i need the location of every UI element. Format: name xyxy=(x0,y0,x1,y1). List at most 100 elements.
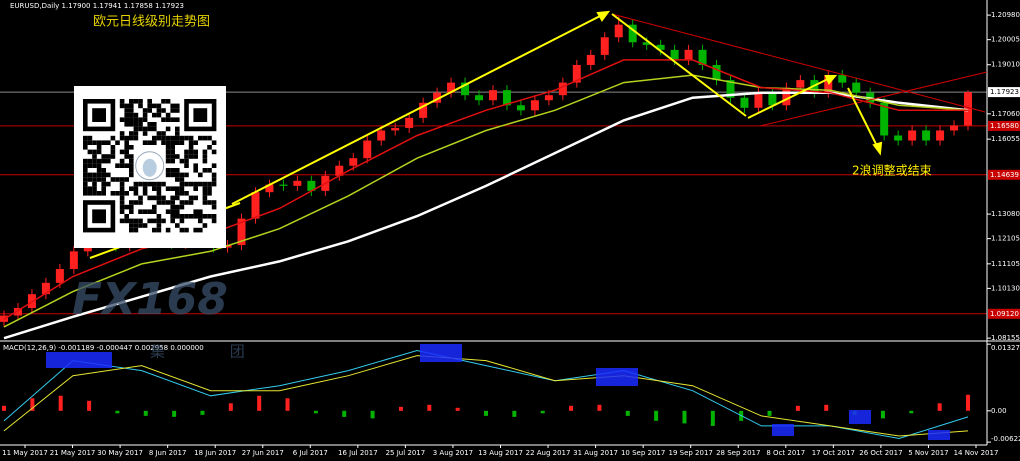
qr-module xyxy=(193,149,198,155)
qr-module xyxy=(142,117,148,122)
qr-module xyxy=(96,172,102,178)
qr-module xyxy=(152,227,157,233)
qr-module xyxy=(170,214,175,219)
macd-bar xyxy=(257,395,262,411)
qr-module xyxy=(110,149,116,155)
level-label: 1.16580 xyxy=(990,122,1019,130)
qr-module xyxy=(119,191,125,196)
qr-module xyxy=(156,223,162,228)
qr-module xyxy=(147,126,152,132)
macd-bar xyxy=(455,407,460,411)
qr-module xyxy=(184,227,189,233)
candle-body xyxy=(656,44,665,50)
qr-module xyxy=(202,214,208,219)
qr-module xyxy=(202,200,208,205)
x-tick-label: 11 May 2017 xyxy=(2,449,48,457)
candle-body xyxy=(488,90,497,101)
x-tick-label: 31 Aug 2017 xyxy=(573,449,618,457)
qr-module xyxy=(110,145,116,150)
x-tick-label: 5 Nov 2017 xyxy=(908,449,948,457)
qr-module xyxy=(124,140,129,145)
qr-module xyxy=(129,227,134,233)
qr-module xyxy=(202,186,208,191)
qr-module xyxy=(179,218,185,224)
qr-module xyxy=(170,149,175,155)
moving-average xyxy=(3,91,969,340)
trendline xyxy=(759,71,988,127)
qr-module xyxy=(138,195,143,201)
qr-module xyxy=(156,135,162,141)
candle-body xyxy=(936,130,945,141)
qr-finder xyxy=(92,108,106,122)
candle-body xyxy=(712,64,721,81)
qr-module xyxy=(129,135,134,141)
qr-module xyxy=(170,103,175,109)
candle-body xyxy=(335,165,344,176)
qr-module xyxy=(193,186,198,191)
x-tick-label: 25 Jul 2017 xyxy=(386,449,426,457)
qr-module xyxy=(207,200,212,205)
qr-module xyxy=(175,172,180,178)
qr-module xyxy=(165,209,171,214)
qr-module xyxy=(147,99,152,104)
qr-module xyxy=(193,209,198,214)
qr-module xyxy=(119,218,125,224)
qr-module xyxy=(124,191,129,196)
candle-body xyxy=(391,127,400,131)
qr-module xyxy=(179,172,185,178)
macd-bar xyxy=(342,410,347,417)
qr-module xyxy=(119,195,125,201)
qr-module xyxy=(211,200,217,205)
qr-module xyxy=(133,99,139,104)
current-price-label: 1.17923 xyxy=(990,88,1019,96)
qr-module xyxy=(119,186,125,191)
x-tick-label: 8 Jun 2017 xyxy=(149,449,187,457)
qr-module xyxy=(129,158,134,164)
qr-module xyxy=(152,181,157,187)
qr-module xyxy=(175,117,180,122)
qr-module xyxy=(138,126,143,132)
qr-module xyxy=(147,108,152,113)
x-tick-label: 26 Oct 2017 xyxy=(859,449,902,457)
qr-module xyxy=(92,181,97,187)
candle-body xyxy=(922,130,931,141)
qr-module xyxy=(106,181,111,187)
candle-body xyxy=(69,251,78,269)
qr-module xyxy=(133,122,139,127)
qr-module xyxy=(156,131,162,136)
x-tick-label: 28 Sep 2017 xyxy=(716,449,760,457)
qr-module xyxy=(138,200,143,205)
qr-module xyxy=(92,154,97,159)
candle-body xyxy=(782,87,791,106)
macd-bar xyxy=(484,410,488,416)
x-tick-label: 13 Aug 2017 xyxy=(478,449,523,457)
candle-body xyxy=(726,80,735,98)
qr-module xyxy=(133,191,139,196)
qr-module xyxy=(152,195,157,201)
y-tick-label: 1.16055 xyxy=(991,135,1020,143)
qr-module xyxy=(83,172,88,178)
qr-code xyxy=(74,86,226,248)
qr-module xyxy=(119,103,125,109)
qr-module xyxy=(152,209,157,214)
qr-module xyxy=(92,186,97,191)
candle-body xyxy=(251,192,260,219)
qr-module xyxy=(211,177,217,182)
macd-bar xyxy=(795,405,800,411)
qr-module xyxy=(119,163,125,168)
macd-bar xyxy=(427,404,432,411)
y-tick-label: 1.10130 xyxy=(991,284,1020,292)
qr-module xyxy=(170,195,175,201)
qr-module xyxy=(96,163,102,168)
qr-module xyxy=(156,195,162,201)
x-tick-label: 27 Jun 2017 xyxy=(242,449,284,457)
qr-module xyxy=(106,172,111,178)
candle-body xyxy=(293,180,302,186)
candle-body xyxy=(838,75,847,83)
qr-module xyxy=(175,177,180,182)
qr-finder xyxy=(193,108,208,122)
qr-module xyxy=(87,135,93,141)
x-tick-label: 17 Oct 2017 xyxy=(812,449,855,457)
qr-module xyxy=(138,209,143,214)
qr-module xyxy=(83,181,88,187)
